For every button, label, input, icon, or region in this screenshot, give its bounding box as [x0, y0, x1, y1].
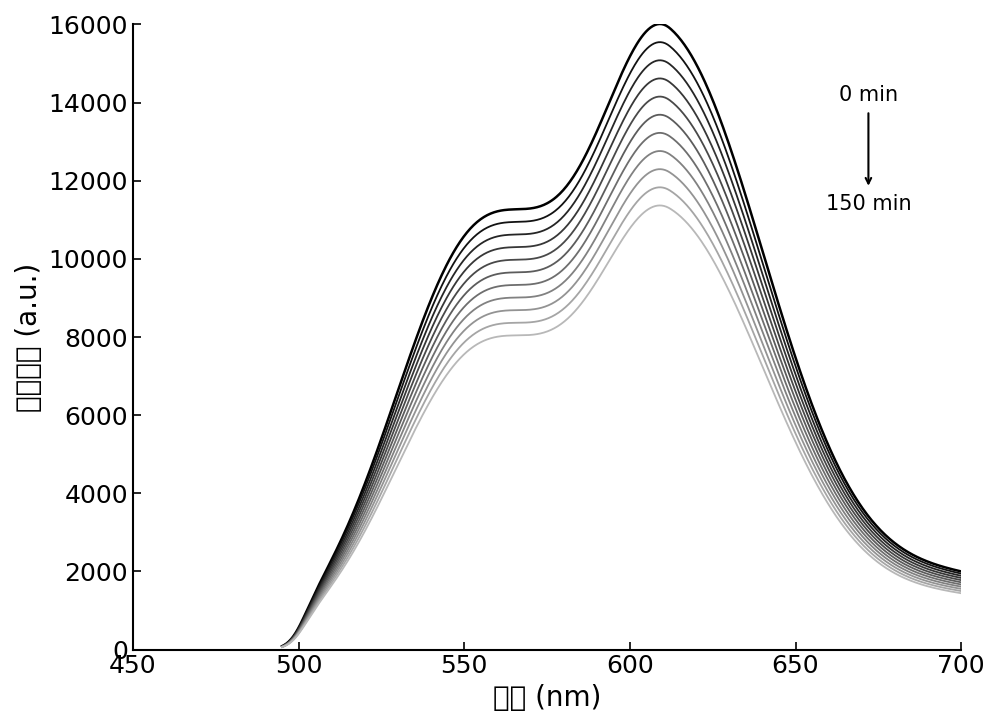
Y-axis label: 荧光强度 (a.u.): 荧光强度 (a.u.) [15, 262, 43, 411]
X-axis label: 波长 (nm): 波长 (nm) [493, 684, 601, 712]
Text: 150 min: 150 min [826, 194, 911, 214]
Text: 0 min: 0 min [839, 84, 898, 105]
